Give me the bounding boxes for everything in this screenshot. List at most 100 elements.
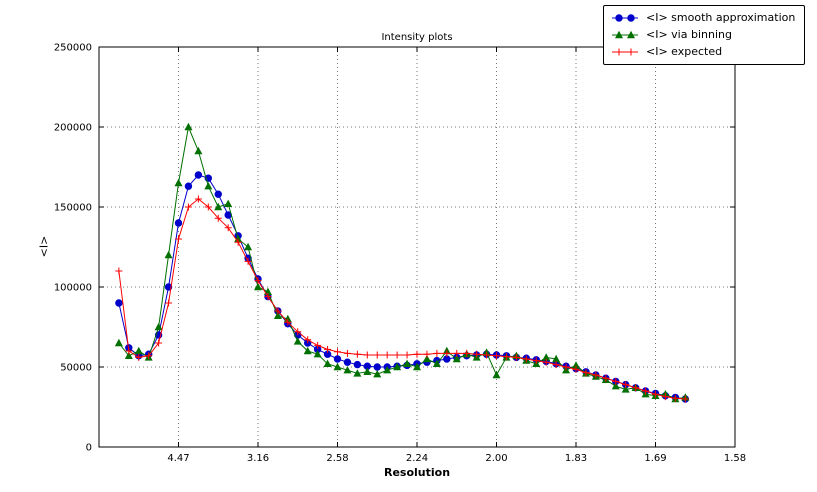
legend-item-expected: <I> expected <box>610 44 795 60</box>
triangle-marker-icon <box>452 354 461 363</box>
series-line <box>118 198 686 400</box>
plus-marker-icon <box>433 349 441 357</box>
plus-marker-icon <box>274 307 282 315</box>
x-axis-label: Resolution <box>383 466 451 479</box>
plus-marker-icon <box>383 351 391 359</box>
triangle-marker-icon <box>353 369 362 377</box>
plus-marker-icon <box>502 353 510 361</box>
plus-marker-icon <box>443 349 451 357</box>
triangle-marker-icon <box>154 322 163 331</box>
triangle-marker-icon <box>273 311 282 319</box>
plus-marker-icon <box>194 195 202 203</box>
plus-marker-icon <box>125 347 133 355</box>
x-tick-label: 4.47 <box>167 453 189 464</box>
triangle-marker-icon <box>492 370 501 379</box>
triangle-marker-icon <box>114 338 123 347</box>
legend-marker-circle-icon <box>612 14 638 22</box>
plus-marker-icon <box>324 345 332 353</box>
plus-marker-icon <box>135 353 143 361</box>
plus-marker-icon <box>582 369 590 377</box>
circle-marker-icon <box>615 14 623 22</box>
legend-item-via-binning: <I> via binning <box>610 27 795 43</box>
circle-marker-icon <box>627 14 635 22</box>
x-ticks: 4.47 3.16 2.58 2.24 2.00 1.83 1.69 1.58 <box>167 47 746 464</box>
y-ticks: 0 50000 100000 150000 200000 250000 <box>54 43 735 454</box>
plus-marker-icon <box>165 299 173 307</box>
series-1 <box>114 122 690 403</box>
plus-marker-icon <box>353 350 361 358</box>
plus-marker-icon <box>642 387 650 395</box>
plus-marker-icon <box>254 277 262 285</box>
plus-marker-icon <box>363 351 371 359</box>
triangle-marker-icon <box>432 359 441 367</box>
x-tick-label: 2.00 <box>485 453 507 464</box>
plus-marker-icon <box>204 203 212 211</box>
triangle-marker-icon <box>422 354 431 363</box>
triangle-marker-icon <box>313 350 322 358</box>
y-tick-label: 0 <box>86 443 92 454</box>
triangle-marker-icon <box>164 250 173 259</box>
plus-marker-icon <box>234 238 242 246</box>
circle-marker-icon <box>373 363 381 371</box>
x-tick-label: 3.16 <box>247 453 269 464</box>
plus-marker-icon <box>562 363 570 371</box>
triangle-marker-icon <box>413 362 421 371</box>
circle-marker-icon <box>174 219 183 227</box>
plus-marker-icon <box>652 390 659 398</box>
plus-marker-icon <box>284 318 292 326</box>
plus-marker-icon <box>423 350 431 358</box>
plus-marker-icon <box>413 350 421 358</box>
legend-item-smooth-approximation: <I> smooth approximation <box>610 10 795 26</box>
circle-marker-icon <box>343 358 352 366</box>
plus-marker-icon <box>214 214 222 222</box>
plus-marker-icon <box>155 339 163 347</box>
triangle-marker-icon <box>184 122 193 131</box>
plus-marker-icon <box>681 395 689 403</box>
triangle-marker-icon <box>194 146 203 155</box>
triangle-marker-icon <box>214 202 223 211</box>
circle-marker-icon <box>214 190 222 198</box>
triangle-marker-icon <box>383 366 392 374</box>
plus-marker-icon <box>661 393 669 401</box>
gridlines <box>99 46 736 448</box>
legend-marker-plus-icon <box>612 48 638 56</box>
plus-marker-icon <box>632 384 640 392</box>
triangle-marker-icon <box>615 30 623 39</box>
y-tick-label: 250000 <box>54 43 92 54</box>
plus-marker-icon <box>463 349 471 357</box>
x-tick-label: 1.83 <box>565 453 587 464</box>
triangle-marker-icon <box>293 337 302 345</box>
triangle-marker-icon <box>572 361 580 369</box>
circle-marker-icon <box>353 360 362 369</box>
triangle-marker-icon <box>343 366 352 374</box>
plus-marker-icon <box>615 48 623 56</box>
triangle-marker-icon <box>403 359 412 367</box>
triangle-marker-icon <box>363 367 372 375</box>
legend-marker-triangle-icon <box>612 30 638 39</box>
y-tick-label: 150000 <box>54 203 92 214</box>
series-2 <box>115 195 689 403</box>
triangle-marker-icon <box>552 354 561 363</box>
x-tick-label: 1.69 <box>644 453 666 464</box>
plus-marker-icon <box>115 267 123 275</box>
triangle-marker-icon <box>393 362 402 371</box>
legend: <I> smooth approximation <I> via binning… <box>603 5 806 65</box>
plus-marker-icon <box>373 351 381 359</box>
plus-marker-icon <box>612 377 620 385</box>
triangle-marker-icon <box>174 178 183 187</box>
legend-label: <I> smooth approximation <box>646 11 796 24</box>
y-axis-label: <I> <box>37 235 51 258</box>
circle-marker-icon <box>194 171 203 179</box>
plus-marker-icon <box>145 352 153 360</box>
triangle-marker-icon <box>627 30 635 39</box>
triangle-marker-icon <box>234 234 243 243</box>
circle-marker-icon <box>184 182 193 190</box>
series-0 <box>115 171 690 403</box>
plus-marker-icon <box>622 381 630 389</box>
plus-marker-icon <box>314 341 322 349</box>
x-tick-label: 2.24 <box>406 453 428 464</box>
plus-marker-icon <box>532 357 540 365</box>
plus-marker-icon <box>522 355 530 363</box>
